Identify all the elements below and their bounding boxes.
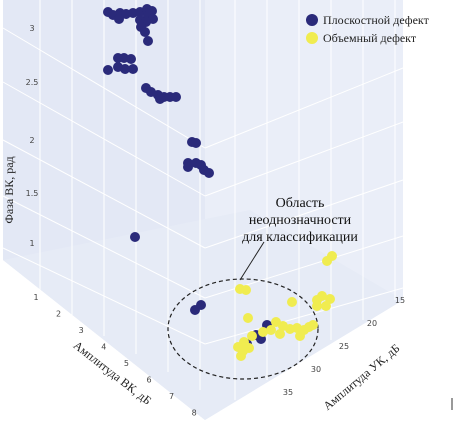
point-volumetric-defect: [295, 331, 305, 341]
point-volumetric-defect: [275, 329, 285, 339]
point-volumetric-defect: [287, 297, 297, 307]
point-volumetric-defect: [243, 313, 253, 323]
x-tick-label: 6: [146, 376, 151, 385]
legend-marker-planar: [306, 14, 318, 26]
point-volumetric-defect: [312, 301, 322, 311]
z-tick-label: 2.5: [26, 78, 39, 87]
x-tick-label: 1: [33, 293, 38, 302]
point-volumetric-defect: [241, 285, 251, 295]
legend-label-volumetric: Объемный дефект: [323, 31, 417, 45]
point-volumetric-defect: [244, 343, 254, 353]
point-planar-defect: [143, 36, 153, 46]
z-axis-title: Фаза ВК, рад: [2, 156, 16, 223]
legend-label-planar: Плоскостной дефект: [323, 13, 430, 27]
grid-line-z: [204, 287, 404, 345]
grid-line-z: [204, 121, 404, 197]
point-planar-defect: [171, 92, 181, 102]
point-planar-defect: [126, 54, 136, 64]
y-tick-label: 35: [283, 388, 293, 397]
point-planar-defect: [204, 168, 214, 178]
x-axis-ticks: 1 2 3 4 5 6 7 8: [33, 293, 196, 418]
y-tick-label: 15: [395, 296, 405, 305]
x-tick-label: 8: [192, 409, 197, 418]
x-tick-label: 7: [169, 392, 174, 401]
y-tick-label: 25: [339, 342, 349, 351]
point-volumetric-defect: [247, 331, 257, 341]
ambiguity-region-ellipse: [167, 278, 319, 380]
point-volumetric-defect: [325, 294, 335, 304]
x-tick-label: 4: [101, 343, 106, 352]
annotation-line-2: неоднозначности: [249, 213, 352, 228]
annotation-line-1: Область: [276, 196, 325, 211]
z-tick-label: 3: [29, 24, 34, 33]
point-planar-defect: [120, 64, 130, 74]
x-tick-label: 3: [79, 326, 84, 335]
point-planar-defect: [183, 162, 193, 172]
z-tick-label: 1.5: [26, 189, 39, 198]
x-tick-label: 2: [56, 310, 61, 319]
point-planar-defect: [130, 232, 140, 242]
point-volumetric-defect: [236, 351, 246, 361]
point-planar-defect: [155, 94, 165, 104]
point-volumetric-defect: [308, 320, 318, 330]
point-volumetric-defect: [258, 327, 268, 337]
floor-plane: [3, 210, 403, 420]
y-tick-label: 20: [367, 319, 377, 328]
y-axis-ticks: 15 20 25 30 35: [283, 296, 405, 397]
z-tick-label: 2: [29, 136, 34, 145]
grid-line-z: [204, 67, 404, 149]
y-tick-label: 30: [311, 365, 321, 374]
point-volumetric-defect: [266, 325, 276, 335]
z-tick-label: 1: [29, 239, 34, 248]
point-planar-defect: [190, 305, 200, 315]
annotation-line-3: для классификации: [242, 230, 358, 245]
y-axis-title: Амплитуда УК, дБ: [320, 341, 402, 413]
point-planar-defect: [114, 14, 124, 24]
legend-marker-volumetric: [306, 32, 318, 44]
point-planar-defect: [140, 27, 150, 37]
grid-line-z: [204, 179, 404, 249]
point-volumetric-defect: [322, 256, 332, 266]
annotation-pointer: [239, 241, 265, 281]
z-axis-ticks: 1 1.5 2 2.5 3: [26, 24, 39, 248]
data-points: [103, 4, 337, 361]
point-planar-defect: [103, 65, 113, 75]
point-planar-defect: [191, 138, 201, 148]
point-planar-defect: [128, 64, 138, 74]
x-tick-label: 5: [124, 359, 129, 368]
legend: Плоскостной дефект Объемный дефект: [306, 13, 430, 45]
